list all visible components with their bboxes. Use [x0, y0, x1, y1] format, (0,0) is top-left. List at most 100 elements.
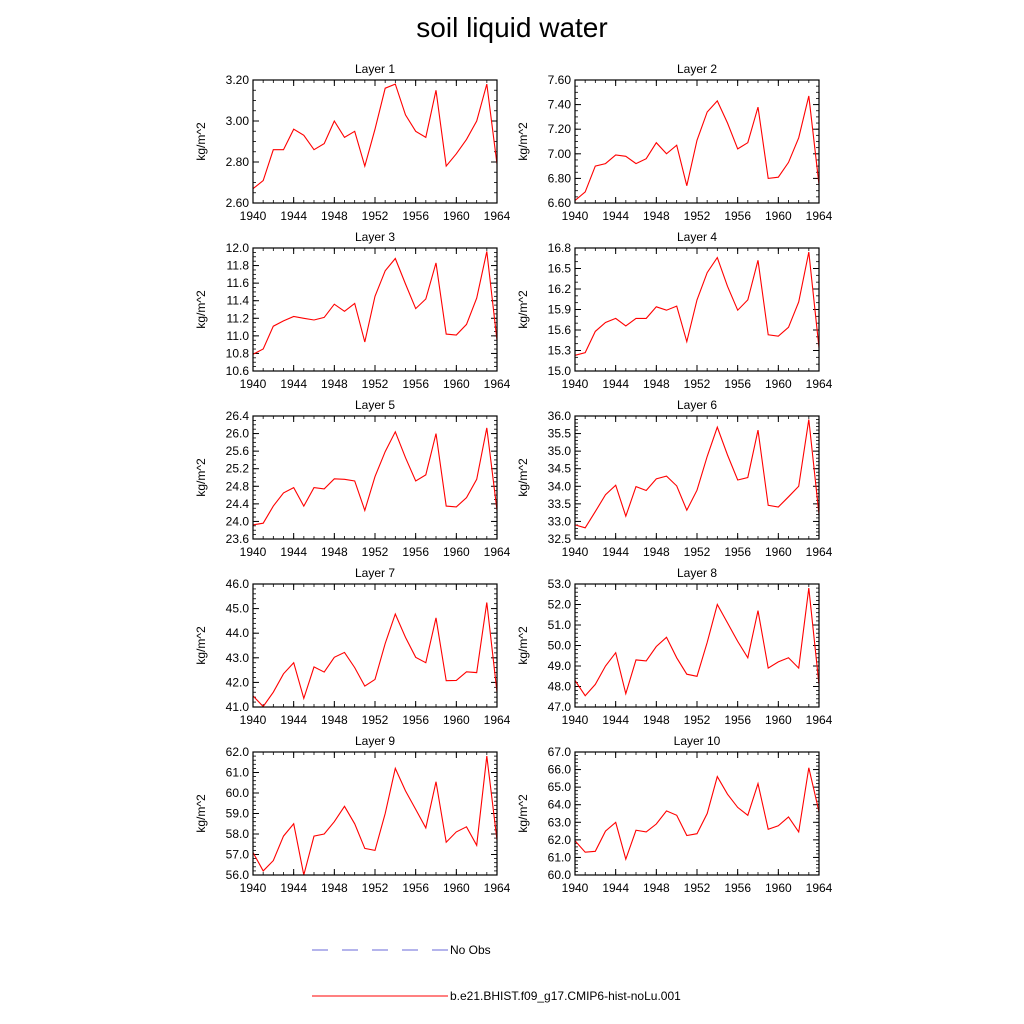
y-tick-label: 26.4: [226, 409, 250, 423]
x-tick-label: 1964: [484, 209, 511, 223]
y-tick-label: 7.60: [548, 73, 572, 87]
x-tick-label: 1956: [724, 881, 751, 895]
y-tick-label: 15.6: [548, 323, 572, 337]
panel-title: Layer 1: [355, 62, 395, 76]
y-tick-label: 36.0: [548, 409, 572, 423]
x-tick-label: 1940: [240, 881, 267, 895]
plot-frame: [252, 247, 498, 372]
y-tick-label: 61.0: [548, 850, 572, 864]
y-axis-label: kg/m^2: [194, 290, 208, 329]
x-tick-label: 1956: [402, 209, 429, 223]
y-tick-label: 6.60: [548, 196, 572, 210]
y-tick-label: 16.8: [548, 241, 572, 255]
y-tick-label: 16.5: [548, 262, 572, 276]
x-tick-label: 1960: [443, 209, 470, 223]
x-tick-label: 1964: [806, 209, 833, 223]
x-tick-label: 1952: [362, 713, 389, 727]
x-tick-label: 1952: [684, 209, 711, 223]
plot-frame: [252, 583, 498, 708]
chart-panel-1: Layer 1 kg/m^2 2.60 2.80 3.00 3.20 1940 1944 194…: [194, 62, 511, 223]
y-tick-label: 45.0: [226, 602, 250, 616]
y-tick-label: 44.0: [226, 626, 250, 640]
chart-panel-5: Layer 5 kg/m^2 23.6 24.0 24.4 24.8 25.2 25.6 26.…: [194, 398, 511, 559]
y-tick-label: 64.0: [548, 798, 572, 812]
y-tick-label: 66.0: [548, 763, 572, 777]
chart-title: soil liquid water: [416, 12, 608, 43]
x-tick-label: 1940: [240, 713, 267, 727]
x-tick-label: 1944: [602, 377, 629, 391]
y-tick-label: 35.5: [548, 427, 572, 441]
y-tick-label: 7.40: [548, 98, 572, 112]
y-tick-label: 15.9: [548, 303, 572, 317]
y-tick-label: 24.4: [226, 497, 250, 511]
x-tick-label: 1964: [806, 545, 833, 559]
x-tick-label: 1960: [765, 881, 792, 895]
x-tick-label: 1960: [765, 377, 792, 391]
y-tick-label: 43.0: [226, 651, 250, 665]
panel-title: Layer 2: [677, 62, 717, 76]
y-tick-label: 47.0: [548, 700, 572, 714]
x-tick-label: 1940: [562, 545, 589, 559]
y-tick-label: 23.6: [226, 532, 250, 546]
y-tick-label: 46.0: [226, 577, 250, 591]
y-tick-label: 3.00: [226, 114, 250, 128]
y-tick-label: 11.0: [227, 329, 250, 343]
y-axis-label: kg/m^2: [516, 290, 530, 329]
x-tick-label: 1956: [402, 881, 429, 895]
x-tick-label: 1956: [724, 209, 751, 223]
y-tick-label: 15.0: [548, 364, 572, 378]
x-tick-label: 1944: [602, 713, 629, 727]
x-tick-label: 1948: [321, 545, 348, 559]
x-tick-label: 1956: [724, 377, 751, 391]
y-tick-label: 25.2: [226, 462, 250, 476]
x-tick-label: 1944: [280, 545, 307, 559]
x-tick-label: 1964: [484, 713, 511, 727]
y-axis-label: kg/m^2: [194, 794, 208, 833]
x-tick-label: 1960: [765, 713, 792, 727]
series-line: [252, 427, 498, 526]
y-tick-label: 16.2: [548, 282, 572, 296]
panel-title: Layer 3: [355, 230, 395, 244]
y-tick-label: 11.2: [227, 311, 250, 325]
y-axis-label: kg/m^2: [194, 458, 208, 497]
y-axis-label: kg/m^2: [194, 626, 208, 665]
x-tick-label: 1964: [484, 545, 511, 559]
x-tick-label: 1940: [562, 209, 589, 223]
x-tick-label: 1944: [602, 545, 629, 559]
y-axis-label: kg/m^2: [516, 794, 530, 833]
x-tick-label: 1944: [280, 209, 307, 223]
x-tick-label: 1948: [321, 881, 348, 895]
x-tick-label: 1960: [443, 881, 470, 895]
y-axis-label: kg/m^2: [194, 122, 208, 161]
series-line: [574, 588, 820, 697]
x-tick-label: 1964: [806, 713, 833, 727]
x-tick-label: 1952: [684, 545, 711, 559]
y-tick-label: 7.00: [548, 147, 572, 161]
plot-frame: [574, 247, 820, 372]
y-tick-label: 25.6: [226, 444, 250, 458]
chart-panel-4: Layer 4 kg/m^2 15.0 15.3 15.6 15.9 16.2 16.5 16.…: [516, 230, 833, 391]
y-tick-label: 62.0: [548, 833, 572, 847]
y-tick-label: 57.0: [226, 848, 250, 862]
x-tick-label: 1964: [806, 881, 833, 895]
y-tick-label: 24.8: [226, 479, 250, 493]
x-tick-label: 1960: [443, 545, 470, 559]
x-tick-label: 1944: [602, 209, 629, 223]
y-tick-label: 35.0: [548, 444, 572, 458]
chart-panel-9: Layer 9 kg/m^2 56.0 57.0 58.0 59.0 60.0 61.0 62.…: [194, 734, 511, 895]
y-tick-label: 51.0: [548, 618, 572, 632]
chart-panel-8: Layer 8 kg/m^2 47.0 48.0 49.0 50.0 51.0 52.0 53.…: [516, 566, 833, 727]
series-line: [574, 419, 820, 529]
panel-title: Layer 10: [674, 734, 721, 748]
x-tick-label: 1960: [443, 713, 470, 727]
x-tick-label: 1956: [724, 545, 751, 559]
x-tick-label: 1948: [643, 209, 670, 223]
x-tick-label: 1944: [602, 881, 629, 895]
chart-panel-7: Layer 7 kg/m^2 41.0 42.0 43.0 44.0 45.0 46.0 194…: [194, 566, 511, 727]
panel-title: Layer 5: [355, 398, 395, 412]
x-tick-label: 1960: [765, 209, 792, 223]
y-tick-label: 11.8: [227, 259, 250, 273]
chart-panel-2: Layer 2 kg/m^2 6.60 6.80 7.00 7.20 7.40 7.60 194…: [516, 62, 833, 223]
y-tick-label: 67.0: [548, 745, 572, 759]
